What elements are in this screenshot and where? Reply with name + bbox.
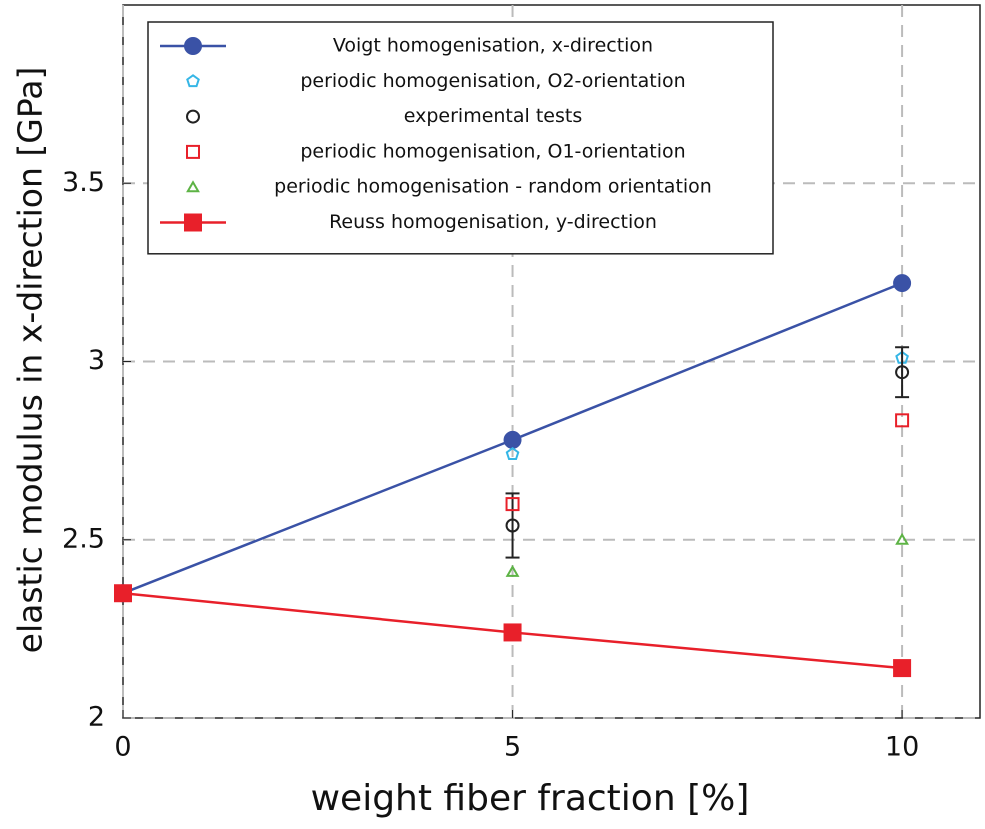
marker bbox=[893, 274, 912, 293]
marker bbox=[505, 497, 520, 512]
marker bbox=[895, 365, 910, 380]
error-bar bbox=[895, 346, 910, 399]
x-axis-title: weight fiber fraction [%] bbox=[311, 778, 750, 819]
marker bbox=[114, 584, 132, 603]
error-bar bbox=[505, 492, 520, 559]
legend-box bbox=[147, 21, 774, 255]
legend-label: Reuss homogenisation, y-direction bbox=[329, 211, 657, 233]
marker bbox=[895, 413, 910, 428]
y-axis-title: elastic modulus in x-direction [GPa] bbox=[11, 67, 50, 654]
legend-label: periodic homogenisation, O2-orientation bbox=[300, 70, 685, 92]
legend-label: experimental tests bbox=[404, 105, 582, 127]
legend-label: periodic homogenisation, O1-orientation bbox=[300, 140, 685, 162]
x-tick-label: 10 bbox=[885, 732, 919, 763]
marker bbox=[186, 180, 200, 193]
marker bbox=[895, 532, 910, 545]
legend-label: Voigt homogenisation, x-direction bbox=[333, 35, 653, 57]
marker bbox=[503, 430, 522, 449]
x-tick-label: 5 bbox=[504, 732, 521, 763]
marker bbox=[186, 109, 200, 124]
x-tick-label: 0 bbox=[114, 732, 131, 763]
marker bbox=[186, 144, 200, 159]
marker bbox=[505, 446, 520, 461]
y-tick-label: 2 bbox=[88, 702, 105, 733]
y-tick-label: 2.5 bbox=[62, 523, 105, 554]
marker bbox=[503, 623, 522, 642]
marker bbox=[505, 518, 520, 533]
marker bbox=[505, 564, 520, 577]
marker bbox=[186, 74, 200, 88]
marker bbox=[184, 213, 202, 232]
y-tick-label: 3.5 bbox=[62, 167, 105, 198]
marker bbox=[893, 659, 912, 678]
marker bbox=[184, 37, 202, 55]
y-tick-label: 3 bbox=[88, 345, 105, 376]
legend-label: periodic homogenisation - random orienta… bbox=[274, 176, 712, 198]
